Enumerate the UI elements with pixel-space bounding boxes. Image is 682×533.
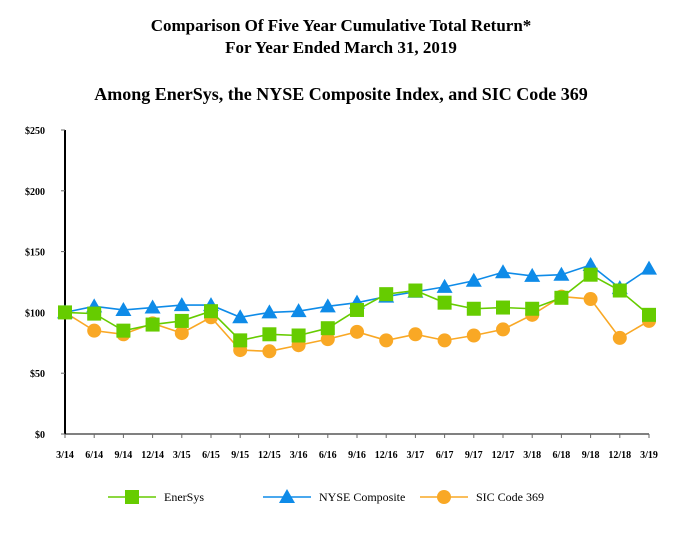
chart-title: Comparison Of Five Year Cumulative Total… xyxy=(150,16,532,35)
data-point xyxy=(524,267,541,282)
x-tick-label: 3/17 xyxy=(407,450,425,461)
data-point xyxy=(173,297,190,312)
data-point xyxy=(436,278,453,293)
x-tick-label: 12/17 xyxy=(492,450,515,461)
x-tick-label: 6/15 xyxy=(202,450,220,461)
data-point xyxy=(554,290,569,305)
data-point xyxy=(582,256,599,271)
data-point xyxy=(87,323,102,338)
x-tick-label: 6/14 xyxy=(85,450,103,461)
data-point xyxy=(233,333,248,348)
data-point xyxy=(465,272,482,287)
data-point xyxy=(612,330,627,345)
data-point xyxy=(262,344,277,359)
x-tick-label: 12/14 xyxy=(141,450,164,461)
data-point xyxy=(145,317,160,332)
legend-label: SIC Code 369 xyxy=(476,490,544,504)
y-tick-label: $250 xyxy=(25,126,45,137)
y-tick-label: $0 xyxy=(35,430,45,441)
x-tick-label: 6/18 xyxy=(553,450,571,461)
data-point xyxy=(642,307,656,322)
x-tick-label: 9/17 xyxy=(465,450,483,461)
data-point xyxy=(204,304,218,319)
data-point xyxy=(144,299,161,314)
x-tick-label: 6/17 xyxy=(436,450,454,461)
y-tick-label: $200 xyxy=(25,187,45,198)
data-point xyxy=(116,323,131,338)
x-tick-label: 3/18 xyxy=(523,450,541,461)
data-point xyxy=(87,306,102,321)
x-tick-label: 12/15 xyxy=(258,450,281,461)
data-point xyxy=(466,328,481,343)
x-tick-label: 3/14 xyxy=(56,450,74,461)
data-point xyxy=(290,303,307,318)
x-tick-label: 3/15 xyxy=(173,450,191,461)
data-point xyxy=(641,260,657,275)
data-point xyxy=(291,328,306,343)
data-point xyxy=(379,333,394,348)
data-point xyxy=(319,298,336,313)
legend-marker xyxy=(279,489,295,503)
x-tick-label: 9/16 xyxy=(348,450,366,461)
legend-marker xyxy=(125,490,139,504)
data-point xyxy=(350,302,364,317)
legend-label: EnerSys xyxy=(164,490,204,504)
x-tick-label: 3/19 xyxy=(640,450,658,461)
data-point xyxy=(612,283,627,298)
data-point xyxy=(408,327,423,342)
data-point xyxy=(466,301,481,316)
x-tick-label: 9/18 xyxy=(582,450,600,461)
data-point xyxy=(232,309,249,324)
data-point xyxy=(115,301,132,316)
y-tick-label: $50 xyxy=(30,369,45,380)
data-point xyxy=(320,321,335,336)
data-point xyxy=(174,326,189,341)
x-tick-label: 9/14 xyxy=(115,450,133,461)
data-point xyxy=(496,300,510,315)
legend-marker xyxy=(437,490,451,504)
x-tick-label: 6/16 xyxy=(319,450,337,461)
chart-subtitle: For Year Ended March 31, 2019 xyxy=(225,38,457,57)
chart-subtitle-2: Among EnerSys, the NYSE Composite Index,… xyxy=(94,84,588,104)
data-point xyxy=(525,301,540,316)
data-point xyxy=(496,322,510,337)
data-point xyxy=(262,327,277,342)
data-point xyxy=(408,283,423,298)
data-point xyxy=(437,333,452,348)
data-point xyxy=(495,264,511,279)
x-tick-label: 3/16 xyxy=(290,450,308,461)
x-tick-label: 12/16 xyxy=(375,450,398,461)
data-point xyxy=(261,304,278,319)
data-point xyxy=(583,292,598,307)
data-point xyxy=(174,313,189,328)
x-tick-label: 12/18 xyxy=(608,450,631,461)
data-point xyxy=(437,295,452,310)
data-point xyxy=(553,266,570,281)
legend-label: NYSE Composite xyxy=(319,490,405,504)
data-point xyxy=(350,324,364,339)
y-tick-label: $150 xyxy=(25,248,45,259)
data-point xyxy=(320,332,335,347)
data-point xyxy=(583,267,598,282)
data-point xyxy=(58,305,72,320)
data-point xyxy=(379,287,394,302)
x-tick-label: 9/15 xyxy=(231,450,249,461)
y-tick-label: $100 xyxy=(25,308,45,319)
